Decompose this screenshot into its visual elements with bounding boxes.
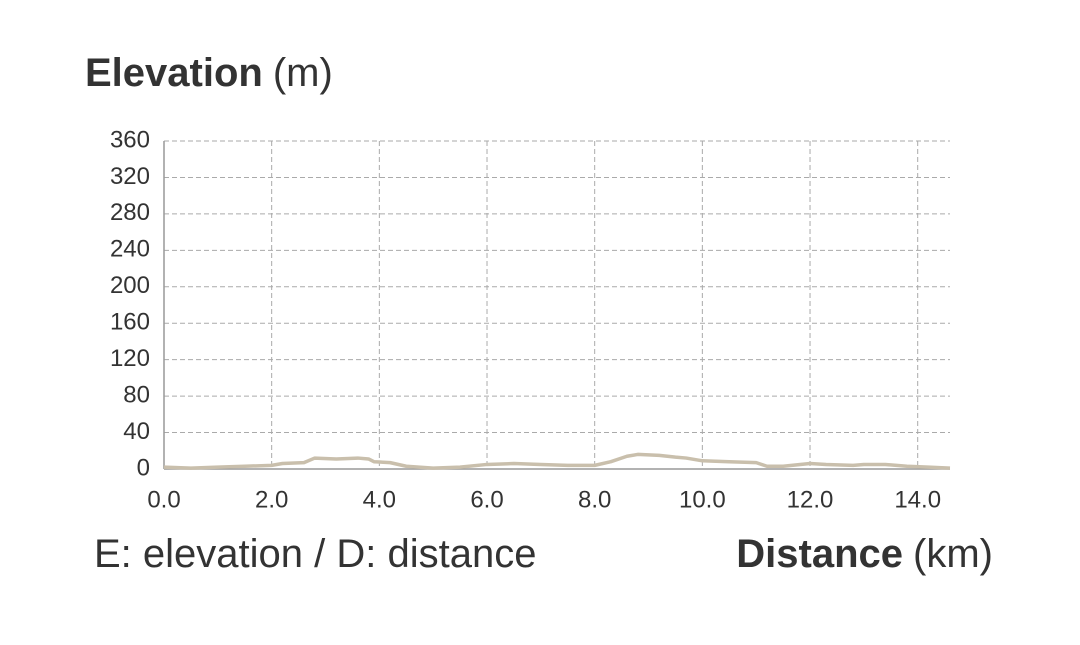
x-tick-label: 4.0 bbox=[363, 486, 396, 513]
y-tick-label: 360 bbox=[110, 126, 150, 153]
y-tick-label: 320 bbox=[110, 163, 150, 190]
y-label: Elevation bbox=[85, 51, 263, 95]
y-tick-label: 80 bbox=[123, 381, 150, 408]
y-tick-label: 120 bbox=[110, 345, 150, 372]
x-label: Distance bbox=[736, 532, 903, 576]
x-tick-label: 6.0 bbox=[470, 486, 503, 513]
y-tick-label: 0 bbox=[137, 454, 150, 481]
x-tick-label: 12.0 bbox=[787, 486, 834, 513]
x-tick-label: 0.0 bbox=[147, 486, 180, 513]
y-tick-label: 160 bbox=[110, 309, 150, 336]
y-title: Elevation (m) bbox=[85, 51, 333, 95]
y-tick-label: 280 bbox=[110, 199, 150, 226]
elevation-line bbox=[163, 452, 951, 470]
x-tick-label: 8.0 bbox=[578, 486, 611, 513]
x-tick-label: 10.0 bbox=[679, 486, 726, 513]
x-unit: (km) bbox=[913, 532, 993, 576]
x-tick-label: 2.0 bbox=[255, 486, 288, 513]
note: E: elevation / D: distance bbox=[94, 532, 536, 576]
y-tick-label: 200 bbox=[110, 272, 150, 299]
x-title: Distance (km) bbox=[736, 532, 993, 576]
y-tick-label: 240 bbox=[110, 236, 150, 263]
y-tick-label: 40 bbox=[123, 418, 150, 445]
x-tick-label: 14.0 bbox=[894, 486, 941, 513]
y-unit: (m) bbox=[273, 51, 333, 95]
